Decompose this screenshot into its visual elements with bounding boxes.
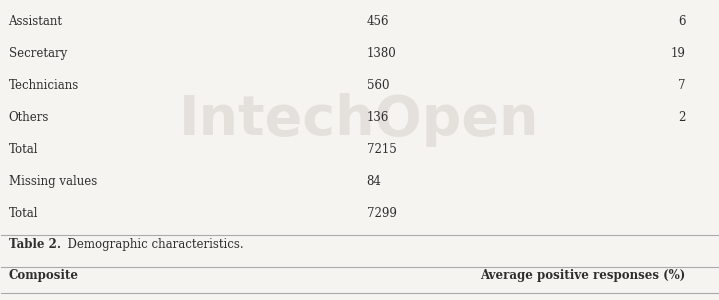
Text: Composite: Composite: [9, 269, 78, 283]
Text: 2: 2: [678, 111, 685, 124]
Text: 6: 6: [678, 15, 685, 28]
Text: 84: 84: [367, 175, 382, 188]
Text: Average positive responses (%): Average positive responses (%): [480, 269, 685, 283]
Text: Missing values: Missing values: [9, 175, 97, 188]
Text: Assistant: Assistant: [9, 15, 63, 28]
Text: 19: 19: [671, 47, 685, 60]
Text: Others: Others: [9, 111, 49, 124]
Text: Total: Total: [9, 207, 38, 220]
Text: 7215: 7215: [367, 143, 396, 156]
Text: Demographic characteristics.: Demographic characteristics.: [60, 238, 244, 251]
Text: Total: Total: [9, 143, 38, 156]
Text: Technicians: Technicians: [9, 79, 79, 92]
Text: 7299: 7299: [367, 207, 397, 220]
Text: 456: 456: [367, 15, 389, 28]
Text: Table 2.: Table 2.: [9, 238, 60, 251]
Text: 560: 560: [367, 79, 389, 92]
Text: 136: 136: [367, 111, 389, 124]
Text: 7: 7: [678, 79, 685, 92]
Text: Secretary: Secretary: [9, 47, 67, 60]
Text: IntechOpen: IntechOpen: [179, 93, 540, 147]
Text: 1380: 1380: [367, 47, 396, 60]
